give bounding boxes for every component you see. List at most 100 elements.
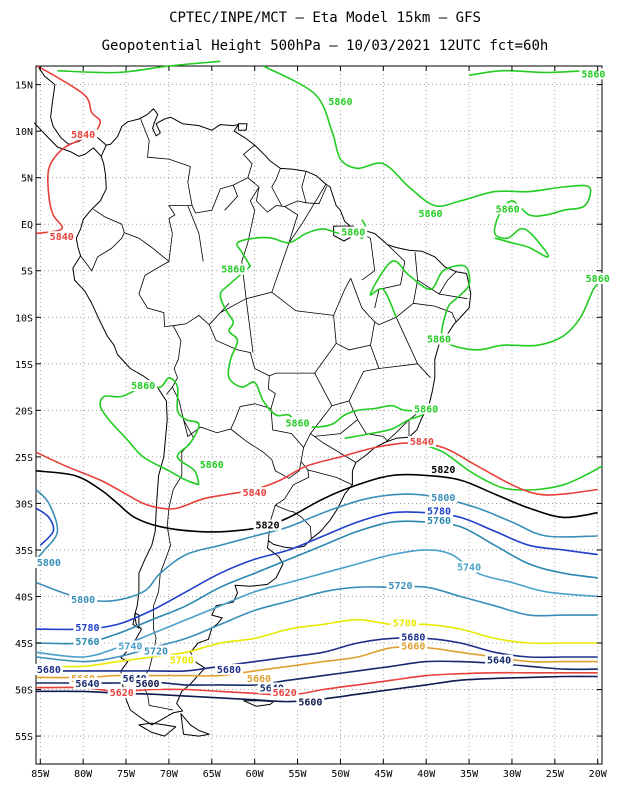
lat-tick-label: 30S xyxy=(15,499,33,510)
contour-label: 5800 xyxy=(431,493,455,504)
state-border xyxy=(314,343,337,374)
lat-tick-label: 45S xyxy=(15,639,33,650)
state-border xyxy=(307,469,353,486)
contour-label: 5680 xyxy=(401,632,425,643)
country-border xyxy=(172,386,272,438)
contour-label: 5700 xyxy=(170,656,194,667)
height-contours xyxy=(35,60,603,703)
contour-label: 5860 xyxy=(131,381,155,392)
contour-label-background xyxy=(579,68,608,80)
country-border xyxy=(230,408,305,479)
contour-label: 5740 xyxy=(457,563,481,574)
contour-label: 5620 xyxy=(273,688,297,699)
contour-label-background xyxy=(399,640,428,652)
lon-tick-label: 75W xyxy=(117,769,136,780)
falkland-islands-coast xyxy=(243,700,274,707)
contour-label: 5640 xyxy=(487,656,511,667)
contour-line-5840 xyxy=(35,65,102,235)
contour-label: 5840 xyxy=(410,437,434,448)
contour-line-5840 xyxy=(35,442,598,510)
contour-label-background xyxy=(73,622,102,634)
contour-label: 5600 xyxy=(298,698,322,709)
country-border xyxy=(301,171,307,203)
contour-label: 5860 xyxy=(418,209,442,220)
chiloe-island-coast xyxy=(132,612,140,629)
contour-label-background xyxy=(73,636,102,648)
contour-label-background xyxy=(34,556,63,568)
contour-line-5860 xyxy=(262,65,592,258)
map-title-line1: CPTEC/INPE/MCT – Eta Model 15km – GFS xyxy=(169,10,481,26)
state-border xyxy=(331,345,380,407)
contour-label-background xyxy=(583,273,612,285)
lon-tick-label: 35W xyxy=(460,769,479,780)
state-border xyxy=(348,400,388,442)
contour-label-background xyxy=(244,673,273,685)
lon-tick-label: 80W xyxy=(74,769,93,780)
contour-line-5860 xyxy=(417,442,603,491)
contour-line-5860 xyxy=(219,265,440,428)
trinidad-island-coast xyxy=(237,123,248,131)
contour-label-background xyxy=(129,380,158,392)
state-border xyxy=(438,271,457,295)
contour-line-5820 xyxy=(35,470,598,533)
lat-tick-label: EQ xyxy=(21,220,33,231)
state-border xyxy=(374,244,406,309)
country-border xyxy=(247,177,328,213)
contour-label-background xyxy=(73,677,102,689)
contour-label: 5860 xyxy=(414,404,438,415)
contour-label-background xyxy=(283,417,312,429)
contour-label: 5720 xyxy=(144,646,168,657)
lon-tick-label: 85W xyxy=(31,769,50,780)
contour-label-background xyxy=(47,231,76,243)
state-border xyxy=(187,205,204,262)
lon-tick-label: 30W xyxy=(503,769,522,780)
contour-label: 5860 xyxy=(286,418,310,429)
lat-tick-label: 15S xyxy=(15,360,33,371)
contour-label-background xyxy=(425,505,454,517)
state-border xyxy=(395,252,419,318)
contour-label-background xyxy=(197,459,226,471)
contour-line-5860 xyxy=(369,260,603,351)
state-border xyxy=(333,278,376,351)
contour-label-background xyxy=(69,128,98,140)
contour-label-background xyxy=(455,561,484,573)
contour-label-background xyxy=(416,207,445,219)
tierra-del-fuego-coast xyxy=(180,713,210,737)
state-border xyxy=(224,184,238,211)
contour-label: 5860 xyxy=(581,69,605,80)
contour-label: 5800 xyxy=(71,595,95,606)
contour-label-background xyxy=(296,696,325,708)
contour-label: 5780 xyxy=(75,623,99,634)
contour-label-background xyxy=(407,435,436,447)
contour-label: 5860 xyxy=(328,97,352,108)
contour-label-background xyxy=(429,491,458,503)
state-border xyxy=(245,298,254,353)
state-border xyxy=(269,372,315,377)
contour-line-5680 xyxy=(36,637,598,673)
contour-label-background xyxy=(339,226,368,238)
lat-tick-label: 25S xyxy=(15,453,33,464)
contour-label: 5860 xyxy=(586,274,610,285)
contour-labels: 5860 5860 5860 5860 5860 5860 5860 5860 5860 5860… xyxy=(34,68,612,709)
country-border xyxy=(140,118,196,214)
contour-label: 5660 xyxy=(247,674,271,685)
contour-label-background xyxy=(34,663,63,675)
contour-label: 5740 xyxy=(118,642,142,653)
contour-label-background xyxy=(69,594,98,606)
contour-line-5860 xyxy=(57,60,221,74)
contour-label: 5720 xyxy=(388,581,412,592)
contour-label: 5640 xyxy=(75,679,99,690)
contour-label-background xyxy=(386,580,415,592)
contour-label: 5780 xyxy=(427,507,451,518)
contour-label: 5820 xyxy=(255,521,279,532)
southern-islands-coast xyxy=(138,722,177,737)
contour-label: 5600 xyxy=(135,679,159,690)
state-border xyxy=(284,206,299,243)
lon-tick-label: 50W xyxy=(331,769,350,780)
contour-line-5800 xyxy=(35,493,598,603)
state-border xyxy=(374,316,418,364)
contour-label-background xyxy=(270,687,299,699)
state-border xyxy=(271,291,334,316)
contour-label-background xyxy=(142,645,171,657)
